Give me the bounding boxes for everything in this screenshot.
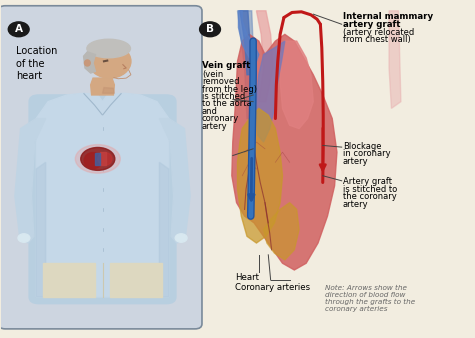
Polygon shape (91, 78, 114, 95)
Polygon shape (280, 41, 314, 128)
Text: B: B (206, 24, 214, 34)
Text: coronary: coronary (202, 114, 239, 123)
Ellipse shape (81, 147, 115, 170)
Polygon shape (103, 88, 114, 93)
Text: is stitched to: is stitched to (342, 185, 397, 194)
Text: artery: artery (342, 200, 368, 209)
Polygon shape (240, 11, 252, 75)
Ellipse shape (76, 145, 120, 173)
Text: Internal mammary: Internal mammary (342, 13, 433, 22)
Polygon shape (43, 263, 95, 297)
FancyBboxPatch shape (29, 95, 176, 304)
Polygon shape (95, 153, 100, 165)
Polygon shape (36, 162, 46, 297)
Text: Vein graft: Vein graft (202, 61, 250, 70)
Text: in coronary: in coronary (342, 149, 390, 159)
Text: Blockage: Blockage (342, 142, 381, 151)
Text: the coronary: the coronary (342, 192, 397, 201)
Text: artery: artery (342, 157, 368, 166)
Text: Heart: Heart (235, 273, 259, 282)
Text: from the leg): from the leg) (202, 84, 257, 94)
Polygon shape (256, 11, 273, 102)
Ellipse shape (84, 152, 102, 169)
Polygon shape (238, 108, 283, 243)
Text: and: and (202, 107, 218, 116)
Polygon shape (232, 34, 337, 270)
Polygon shape (110, 263, 162, 297)
FancyBboxPatch shape (0, 6, 202, 329)
Text: artery graft: artery graft (342, 20, 400, 29)
Polygon shape (100, 152, 106, 165)
Polygon shape (238, 11, 259, 61)
Text: to the aorta: to the aorta (202, 99, 252, 108)
Text: is stitched: is stitched (202, 92, 245, 101)
Ellipse shape (88, 45, 131, 78)
Text: Artery graft: Artery graft (342, 177, 392, 187)
Polygon shape (84, 52, 95, 73)
Ellipse shape (18, 234, 30, 242)
Text: (artery relocated: (artery relocated (342, 28, 414, 37)
Ellipse shape (175, 234, 187, 242)
Ellipse shape (87, 39, 131, 58)
Polygon shape (159, 119, 190, 243)
Text: Coronary arteries: Coronary arteries (235, 284, 310, 292)
Text: from chest wall): from chest wall) (342, 35, 410, 44)
Text: Note: Arrows show the
direction of blood flow
through the grafts to the
coronary: Note: Arrows show the direction of blood… (325, 285, 415, 312)
Circle shape (8, 22, 29, 37)
Polygon shape (256, 41, 285, 142)
Ellipse shape (85, 60, 90, 66)
Ellipse shape (98, 152, 112, 165)
Circle shape (200, 22, 220, 37)
Text: (vein: (vein (202, 70, 223, 79)
Polygon shape (264, 203, 299, 260)
Text: removed: removed (202, 77, 239, 86)
Polygon shape (159, 162, 169, 297)
Polygon shape (36, 93, 169, 297)
Text: Location
of the
heart: Location of the heart (16, 46, 57, 81)
Polygon shape (389, 11, 401, 108)
Polygon shape (15, 119, 46, 243)
Text: artery: artery (202, 122, 228, 130)
Text: A: A (15, 24, 23, 34)
Polygon shape (238, 11, 256, 119)
